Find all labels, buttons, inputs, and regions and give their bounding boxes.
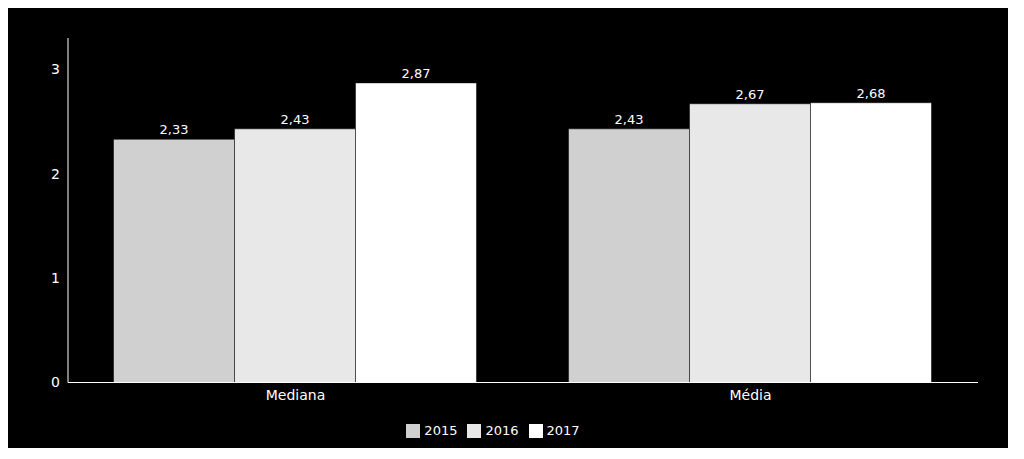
- svg-text:0: 0: [51, 374, 60, 390]
- html-text:2015: 2015: [424, 422, 458, 438]
- svg-text:2,87: 2,87: [402, 66, 431, 81]
- svg-text:Média: Média: [729, 387, 771, 403]
- svg-text:Mediana: Mediana: [266, 387, 326, 403]
- svg-text:1: 1: [51, 270, 60, 286]
- svg-text:3: 3: [51, 61, 60, 77]
- svg-text:2,68: 2,68: [857, 86, 886, 101]
- svg-text:2: 2: [51, 166, 60, 182]
- svg-text:2,43: 2,43: [615, 112, 644, 127]
- html-text:2017: 2017: [546, 422, 580, 438]
- svg-text:2,33: 2,33: [160, 122, 189, 137]
- svg-text:2,67: 2,67: [736, 87, 765, 102]
- svg-text:2,43: 2,43: [281, 112, 310, 127]
- html-text:2016: 2016: [485, 422, 519, 438]
